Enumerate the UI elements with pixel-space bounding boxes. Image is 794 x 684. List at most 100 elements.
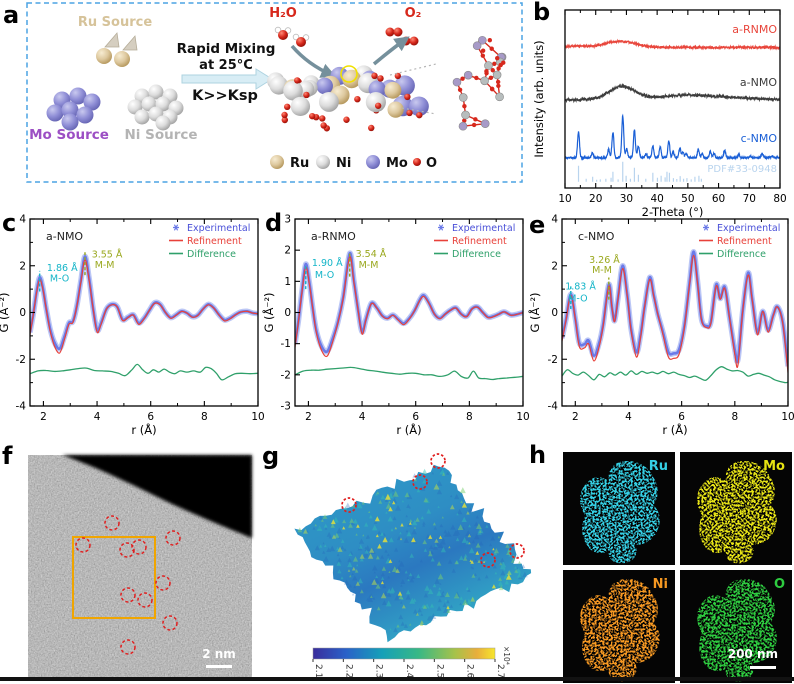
- y-tick-label: 0: [551, 307, 558, 319]
- x-axis-label: r (Å): [662, 422, 687, 437]
- sample-label: c-NMO: [578, 230, 615, 243]
- h-atom: [292, 33, 300, 41]
- o-atom: [319, 115, 326, 122]
- o-atom: [320, 122, 327, 129]
- vacuum-region: [62, 455, 252, 538]
- refinement-curve: [295, 256, 523, 358]
- y-axis-label: G (Å⁻²): [261, 292, 276, 332]
- o-atom-small: [480, 48, 486, 53]
- metal-atom: [458, 93, 468, 102]
- scale-bar-label: 2 nm: [202, 647, 236, 661]
- x-tick-label: 20: [589, 193, 602, 205]
- metal-atom: [480, 119, 490, 128]
- x-tick-label: 2: [305, 411, 312, 423]
- panel-h-eds-elemental-maps: Ru Mo Ni O 200 nm: [563, 452, 792, 683]
- o-atom: [416, 111, 423, 119]
- refinement-curve: [562, 254, 788, 373]
- difference-curve: [562, 366, 788, 384]
- panel-label-g: g: [262, 442, 280, 470]
- panel-f-tem-image: 2 nm: [28, 455, 252, 677]
- roi-rectangle: [72, 536, 156, 619]
- cluster-sphere: [316, 77, 333, 95]
- reference-label: PDF#33-0948: [707, 164, 777, 175]
- panel-label-c: c: [2, 209, 17, 237]
- panel-label-a: a: [3, 1, 20, 29]
- eds-particle-Mo: [697, 461, 777, 564]
- dropper-cone: [122, 35, 138, 51]
- single-atom-circle: [131, 539, 147, 555]
- metal-atom: [480, 76, 489, 86]
- y-tick-label: 4: [551, 214, 558, 226]
- o-atom-small: [489, 87, 495, 92]
- panel-c-pdf-chart: 1.86 ÅM-O 3.55 ÅM-M 2 4 6 8 10 -4 -2 0 2 4 Experimen…: [0, 214, 265, 438]
- annotation-bond: M-O: [568, 293, 587, 304]
- ni-source-label: Ni Source: [124, 127, 197, 143]
- single-atom-circle: [75, 537, 91, 553]
- metal-atom: [495, 92, 504, 102]
- o-atom-small: [471, 122, 477, 128]
- ru-source-sphere: [96, 48, 112, 64]
- o-atom-small: [492, 61, 497, 66]
- panel-label-h: h: [529, 441, 547, 469]
- colorbar-tick-label: 2.5: [434, 664, 444, 678]
- dotted-connector: [401, 107, 437, 115]
- y-axis-label: Intensity (arb. units): [532, 40, 546, 157]
- peak-marker-circle: [341, 497, 357, 513]
- o-atom-small: [490, 68, 495, 73]
- metal-atom: [484, 61, 493, 70]
- x-tick-label: 4: [625, 411, 632, 423]
- metal-atom: [472, 41, 482, 51]
- mo-source-sphere: [69, 87, 87, 105]
- peak-marker-circle: [480, 552, 496, 568]
- scale-bar: [750, 666, 776, 669]
- x-axis-label: r (Å): [131, 422, 156, 437]
- ni-source-sphere: [134, 109, 150, 125]
- element-label-Ni: Ni: [653, 577, 668, 592]
- x-tick-label: 50: [681, 193, 694, 205]
- sample-label: a-NMO: [46, 230, 83, 243]
- panel-b-xrd-chart: 10 20 30 40 50 60 70 80 a-RNMO a-NMO c-NMO PDF#33-0…: [532, 9, 787, 219]
- legend-marker-experimental: [173, 224, 179, 231]
- plot-frame: [294, 218, 524, 407]
- colorbar-tick-label: 2.4: [404, 664, 414, 679]
- o-atom-small: [496, 66, 501, 71]
- xrd-curve-a-RNMO: [565, 38, 780, 51]
- o-atom-small: [462, 118, 467, 123]
- plot-frame: [29, 218, 259, 407]
- cluster-sphere: [365, 92, 386, 113]
- xrd-curve-a-NMO: [565, 82, 780, 104]
- legend-label-Refinement: Refinement: [187, 236, 242, 247]
- annotation-bond: M-M: [592, 265, 612, 276]
- metal-atom: [478, 35, 487, 45]
- peak-marker-circle: [509, 543, 525, 559]
- surface-silhouette: [294, 464, 532, 643]
- y-tick-label: 4: [19, 214, 26, 226]
- difference-curve: [30, 363, 258, 381]
- o-atom: [278, 30, 288, 40]
- single-atom-circle: [104, 515, 120, 531]
- y-axis-label: G (Å⁻²): [0, 292, 11, 332]
- o-atom-small: [484, 69, 489, 74]
- colorbar-tick-label: 2.7: [495, 664, 505, 678]
- series-label-c-NMO: c-NMO: [741, 132, 778, 145]
- panel-label-d: d: [265, 209, 283, 237]
- legend-label-mo: Mo: [386, 156, 408, 171]
- o-atom-small: [480, 53, 486, 58]
- eds-particle-O: [697, 579, 777, 682]
- metal-atom: [461, 110, 470, 120]
- mo-source-sphere: [61, 101, 79, 119]
- o-atom-small: [495, 79, 501, 85]
- panel-label-f: f: [2, 442, 13, 470]
- mo-source-label: Mo Source: [29, 127, 109, 143]
- peak-marker-circle: [412, 474, 428, 490]
- temperature-label: at 25°C: [199, 58, 253, 73]
- annotation-distance: 3.54 Å: [356, 248, 387, 260]
- series-label-a-RNMO: a-RNMO: [732, 23, 777, 36]
- h2o-label: H₂O: [269, 6, 297, 21]
- difference-curve: [295, 366, 523, 381]
- colorbar-tick-label: 2.1: [313, 664, 323, 678]
- x-tick-label: 30: [620, 193, 633, 205]
- legend-label-Experimental: Experimental: [717, 223, 780, 234]
- single-atom-circle: [137, 592, 153, 608]
- xrd-curve-c-NMO: [565, 113, 780, 161]
